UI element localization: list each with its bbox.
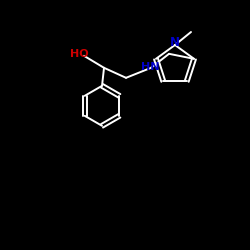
Text: HO: HO [70, 49, 88, 59]
Text: N: N [170, 36, 180, 49]
Text: HN: HN [141, 62, 159, 72]
